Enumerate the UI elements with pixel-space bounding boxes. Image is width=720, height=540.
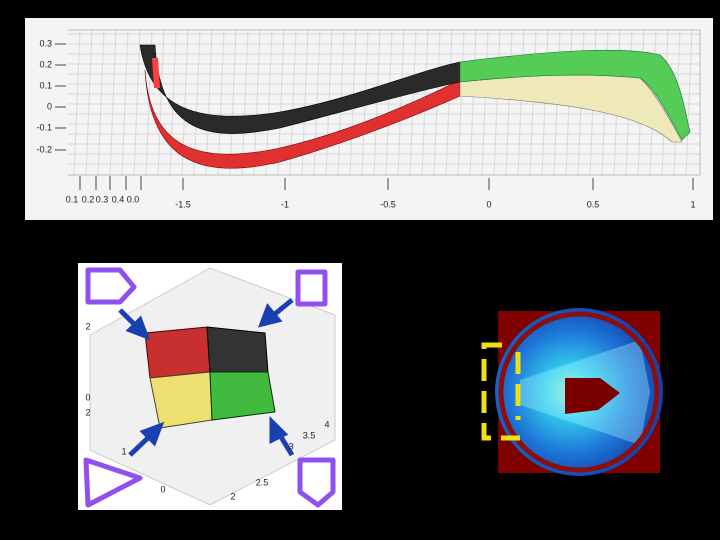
depth-tick-label: 0.2: [82, 194, 95, 204]
x-tick-label: -1: [281, 199, 289, 209]
ring: [498, 311, 660, 473]
yellow-bracket: [481, 342, 520, 441]
tick-label: 3.5: [303, 430, 316, 440]
tick-label: 0: [85, 392, 90, 402]
tick-label: 2: [85, 321, 90, 331]
x-tick-label: -0.5: [380, 199, 396, 209]
x-tick-label: 1: [690, 199, 695, 209]
top-panel: [25, 18, 713, 220]
y-tick-label: -0.2: [36, 144, 52, 154]
tick-label: 1: [121, 446, 126, 456]
plot-box: [68, 29, 701, 176]
arrow-head: [269, 415, 289, 445]
yellow-cell: [149, 371, 213, 429]
tick-label: 2.5: [256, 477, 269, 487]
red-marker: [152, 58, 160, 88]
depth-tick-label: 0.4: [112, 194, 125, 204]
x-tick-label: 0.5: [587, 199, 600, 209]
depth-tick-label: 0.0: [127, 194, 140, 204]
y-tick-label: 0.3: [39, 38, 52, 48]
tick-label: 0: [160, 484, 165, 494]
arrow-head: [125, 315, 151, 341]
green-band: [459, 49, 691, 141]
tick-label: 2: [230, 491, 235, 501]
y-tick-label: 0: [47, 101, 52, 111]
green-cell: [209, 371, 276, 421]
square-icon: [295, 269, 328, 307]
pentagon-icon: [85, 267, 137, 305]
tick-label: 3: [288, 441, 293, 451]
arrows: [118, 298, 295, 457]
x-tick-label: -1.5: [175, 199, 191, 209]
red-pentagon: [565, 378, 620, 414]
arrow-head: [257, 303, 283, 328]
y-tick-label: 0.2: [39, 59, 52, 69]
arrow-head: [139, 421, 165, 447]
triangle-icon: [83, 457, 143, 508]
x-tick-label: 0: [486, 199, 491, 209]
icons: [83, 267, 336, 508]
shield-icon: [297, 457, 336, 508]
depth-tick-label: 0.3: [96, 194, 109, 204]
y-tick-label: 0.1: [39, 80, 52, 90]
tick-label: 2: [85, 407, 90, 417]
y-tick-label: -0.1: [36, 122, 52, 132]
red-cell: [144, 326, 211, 379]
depth-tick-label: 0.1: [66, 194, 79, 204]
dark-cell: [206, 326, 269, 373]
tick-label: 4: [324, 419, 329, 429]
